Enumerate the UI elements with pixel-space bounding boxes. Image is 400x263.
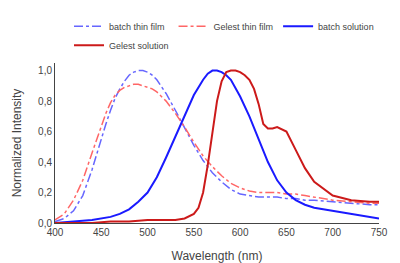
svg-text:0,6: 0,6 <box>38 126 52 137</box>
svg-text:650: 650 <box>278 227 295 238</box>
svg-text:400: 400 <box>47 227 64 238</box>
svg-text:0,0: 0,0 <box>38 218 52 229</box>
svg-text:700: 700 <box>324 227 341 238</box>
svg-text:Wavelength (nm): Wavelength (nm) <box>172 249 263 263</box>
svg-text:600: 600 <box>232 227 249 238</box>
svg-text:550: 550 <box>186 227 203 238</box>
svg-text:Gelest solution: Gelest solution <box>109 41 169 51</box>
svg-text:0,2: 0,2 <box>38 187 52 198</box>
svg-text:0,4: 0,4 <box>38 157 52 168</box>
svg-text:750: 750 <box>371 227 388 238</box>
svg-text:Normalized Intensity: Normalized Intensity <box>10 89 24 198</box>
svg-text:1,0: 1,0 <box>38 65 52 76</box>
svg-text:0,8: 0,8 <box>38 96 52 107</box>
svg-text:Gelest thin film: Gelest thin film <box>214 22 274 32</box>
svg-text:500: 500 <box>139 227 156 238</box>
svg-text:batch thin film: batch thin film <box>109 22 165 32</box>
svg-text:450: 450 <box>93 227 110 238</box>
svg-text:batch solution: batch solution <box>318 22 374 32</box>
